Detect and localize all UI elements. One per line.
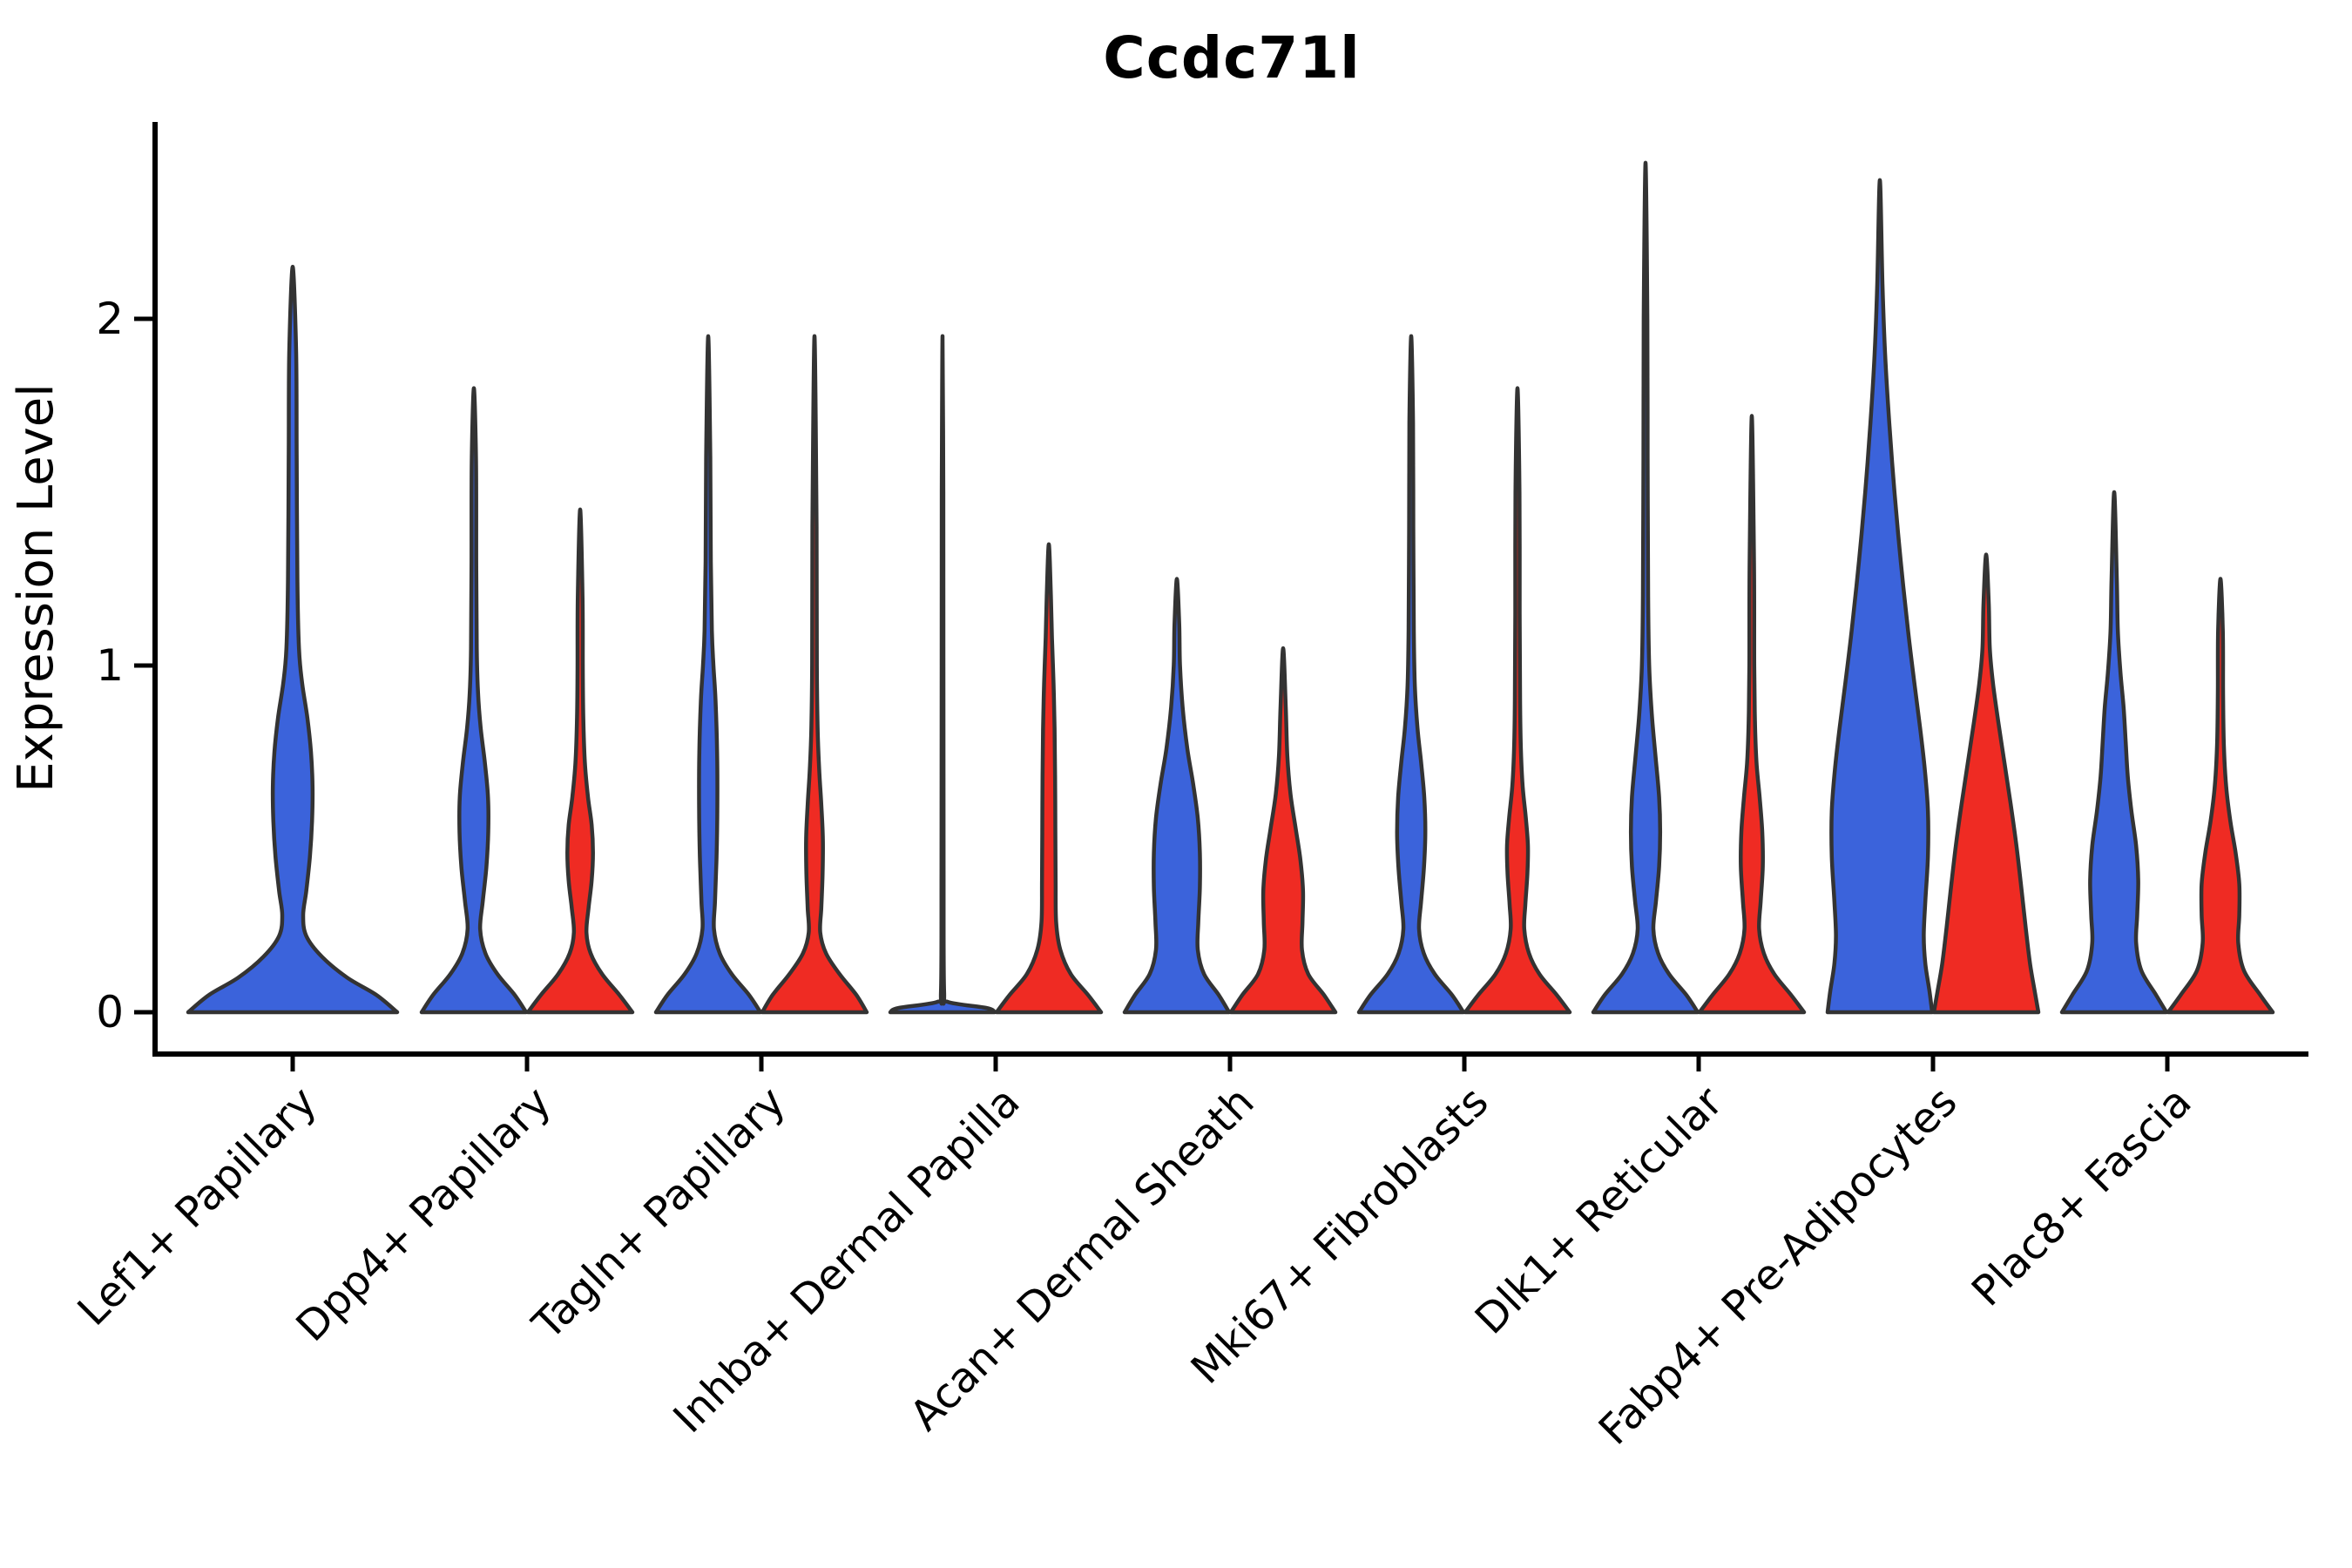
- chart-title: Ccdc71l: [1103, 24, 1361, 91]
- violin-lef1-papillary-blue: [186, 265, 400, 1015]
- x-tick-label-dpp4-papillary: Dpp4+ Papillary: [287, 1078, 560, 1351]
- x-tick-label-dlk1-reticular: Dlk1+ Reticular: [1466, 1078, 1733, 1344]
- violin-acan-dermal-sheath-blue: [1122, 577, 1232, 1015]
- violin-dpp4-papillary-red: [525, 507, 635, 1015]
- violin-inhba-dermal-papilla-blue: [888, 334, 997, 1015]
- violin-dpp4-papillary-blue: [419, 386, 529, 1015]
- x-tick-label-lef1-papillary: Lef1+ Papillary: [69, 1078, 327, 1335]
- violin-fabp4-pre-adipocytes-red: [1931, 552, 2041, 1015]
- violin-mki67-fibroblasts-blue: [1356, 334, 1466, 1015]
- y-tick-label-0: 0: [96, 987, 124, 1037]
- violin-tagln-papillary-red: [760, 334, 869, 1015]
- violin-inhba-dermal-papilla-red: [994, 542, 1104, 1015]
- violin-mki67-fibroblasts-red: [1463, 386, 1572, 1015]
- violin-fabp4-pre-adipocytes-blue: [1825, 178, 1935, 1015]
- violin-plac8-fascia-red: [2166, 577, 2275, 1015]
- violin-dlk1-reticular-red: [1697, 414, 1807, 1015]
- x-tick-label-tagln-papillary: Tagln+ Papillary: [523, 1078, 794, 1349]
- violin-dlk1-reticular-blue: [1591, 160, 1700, 1015]
- violin-acan-dermal-sheath-red: [1228, 645, 1338, 1015]
- y-axis-label: Expression Level: [8, 383, 64, 793]
- y-tick-label-1: 1: [96, 640, 124, 691]
- violin-tagln-papillary-blue: [653, 334, 763, 1015]
- x-tick-label-plac8-fascia: Plac8+ Fascia: [1963, 1078, 2201, 1316]
- violin-plac8-fascia-blue: [2059, 490, 2169, 1015]
- y-tick-label-2: 2: [96, 294, 124, 344]
